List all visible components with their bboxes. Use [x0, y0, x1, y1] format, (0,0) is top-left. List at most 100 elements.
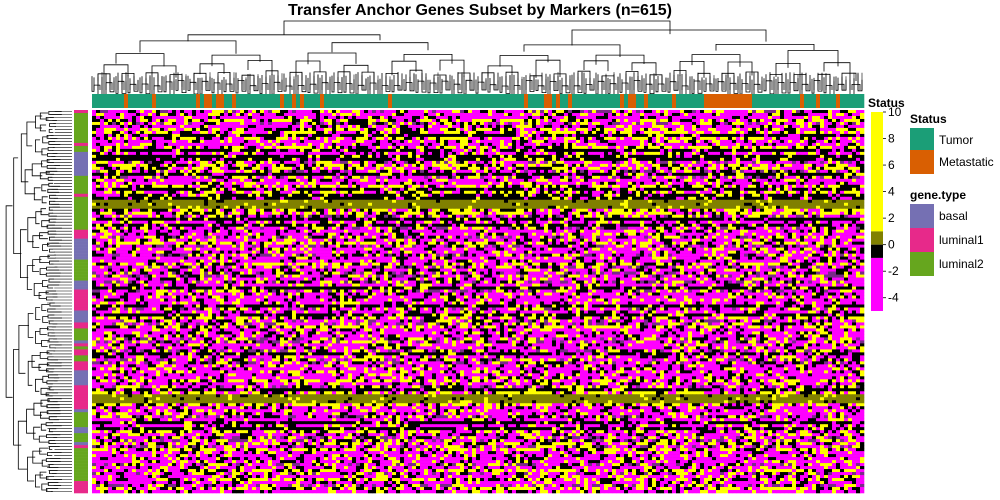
- heatmap-cell: [120, 170, 124, 173]
- heatmap-cell: [680, 116, 684, 119]
- heatmap-cell: [312, 116, 316, 119]
- heatmap-cell: [552, 143, 556, 146]
- heatmap-cell: [832, 143, 836, 146]
- dendrogram-branch: [416, 74, 418, 92]
- heatmap-cell: [108, 113, 112, 116]
- heatmap-cell: [124, 113, 128, 116]
- heatmap-cell: [692, 110, 696, 113]
- heatmap-cell: [160, 116, 164, 119]
- heatmap-cell: [464, 155, 468, 158]
- heatmap-cell: [372, 110, 376, 113]
- heatmap-cell: [568, 161, 572, 164]
- heatmap-cell: [600, 131, 604, 134]
- heatmap-cell: [748, 131, 752, 134]
- heatmap-cell: [100, 122, 104, 125]
- heatmap-cell: [764, 161, 768, 164]
- heatmap-cell: [688, 140, 692, 143]
- heatmap-cell: [228, 119, 232, 122]
- heatmap-cell: [348, 122, 352, 125]
- heatmap-cell: [568, 146, 572, 149]
- heatmap-cell: [844, 122, 848, 125]
- heatmap-cell: [828, 116, 832, 119]
- heatmap-cell: [112, 149, 116, 152]
- heatmap-cell: [412, 128, 416, 131]
- heatmap-cell: [584, 155, 588, 158]
- heatmap-cell: [580, 149, 584, 152]
- status-annotation-cell: [816, 94, 820, 108]
- heatmap-cell: [820, 113, 824, 116]
- heatmap-cell: [368, 143, 372, 146]
- heatmap-cell: [112, 161, 116, 164]
- heatmap-cell: [476, 110, 480, 113]
- heatmap-cell: [272, 164, 276, 167]
- gene-type-annotation-cell: [74, 170, 88, 173]
- heatmap-cell: [644, 143, 648, 146]
- heatmap-cell: [248, 152, 252, 155]
- status-annotation-cell: [420, 94, 424, 108]
- heatmap-cell: [656, 131, 660, 134]
- heatmap-cell: [280, 170, 284, 173]
- heatmap-cell: [840, 131, 844, 134]
- heatmap-cell: [340, 134, 344, 137]
- heatmap-cell: [188, 155, 192, 158]
- heatmap-cell: [652, 146, 656, 149]
- heatmap-cell: [780, 116, 784, 119]
- heatmap-cell: [796, 143, 800, 146]
- heatmap-cell: [388, 155, 392, 158]
- heatmap-cell: [792, 134, 796, 137]
- heatmap-cell: [528, 170, 532, 173]
- heatmap-cell: [736, 167, 740, 170]
- heatmap-cell: [212, 158, 216, 161]
- heatmap-cell: [784, 155, 788, 158]
- heatmap-cell: [612, 125, 616, 128]
- heatmap-cell: [348, 167, 352, 170]
- heatmap-cell: [212, 125, 216, 128]
- heatmap-cell: [392, 161, 396, 164]
- heatmap-cell: [228, 134, 232, 137]
- heatmap-cell: [332, 125, 336, 128]
- heatmap-cell: [564, 137, 568, 140]
- heatmap-cell: [312, 149, 316, 152]
- dendrogram-branch: [28, 218, 36, 242]
- heatmap-cell: [504, 110, 508, 113]
- heatmap-cell: [168, 122, 172, 125]
- heatmap-cell: [380, 128, 384, 131]
- heatmap-cell: [672, 125, 676, 128]
- heatmap-cell: [600, 167, 604, 170]
- heatmap-cell: [416, 131, 420, 134]
- heatmap-cell: [608, 116, 612, 119]
- heatmap-cell: [312, 158, 316, 161]
- heatmap-cell: [492, 110, 496, 113]
- heatmap-cell: [576, 125, 580, 128]
- heatmap-cell: [740, 155, 744, 158]
- heatmap-cell: [652, 143, 656, 146]
- heatmap-cell: [116, 167, 120, 170]
- heatmap-cell: [780, 140, 784, 143]
- heatmap-cell: [584, 161, 588, 164]
- gene-type-annotation-cell: [74, 236, 88, 239]
- heatmap-cell: [276, 158, 280, 161]
- heatmap-cell: [476, 134, 480, 137]
- heatmap-cell: [504, 119, 508, 122]
- heatmap-cell: [456, 146, 460, 149]
- heatmap-cell: [612, 161, 616, 164]
- heatmap-cell: [796, 125, 800, 128]
- heatmap-cell: [692, 128, 696, 131]
- heatmap-cell: [524, 155, 528, 158]
- status-annotation-cell: [244, 94, 248, 108]
- heatmap-cell: [248, 131, 252, 134]
- heatmap-cell: [160, 143, 164, 146]
- heatmap-cell: [544, 119, 548, 122]
- heatmap-cell: [796, 140, 800, 143]
- dendrogram-branch: [704, 78, 706, 92]
- heatmap-cell: [604, 167, 608, 170]
- heatmap-cell: [704, 161, 708, 164]
- heatmap-cell: [532, 125, 536, 128]
- heatmap-cell: [320, 167, 324, 170]
- status-annotation-cell: [820, 94, 824, 108]
- heatmap-cell: [176, 155, 180, 158]
- heatmap-cell: [600, 140, 604, 143]
- heatmap-cell: [196, 119, 200, 122]
- heatmap-cell: [800, 134, 804, 137]
- heatmap-cell: [156, 149, 160, 152]
